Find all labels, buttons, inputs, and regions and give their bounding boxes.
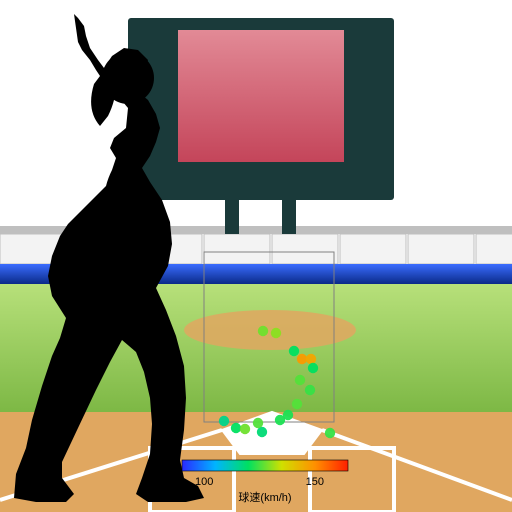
pitch-marker [257, 427, 267, 437]
pitch-marker [297, 354, 307, 364]
chart-svg: 100 150 球速(km/h) [0, 0, 512, 512]
pitch-marker [289, 346, 299, 356]
pitch-marker [306, 354, 316, 364]
pitch-marker [231, 423, 241, 433]
pitch-marker [258, 326, 268, 336]
scoreboard-screen [178, 30, 344, 162]
pitchers-mound [184, 310, 356, 350]
pitch-marker [325, 428, 335, 438]
scoreboard-post-right [282, 200, 296, 234]
pitch-marker [295, 375, 305, 385]
pitch-marker [271, 328, 281, 338]
pitch-marker [292, 399, 302, 409]
scoreboard-post-left [225, 200, 239, 234]
colorbar-tick: 150 [306, 476, 324, 488]
pitch-marker [305, 385, 315, 395]
pitch-marker [275, 415, 285, 425]
pitch-marker [240, 424, 250, 434]
pitch-marker [219, 416, 229, 426]
colorbar-tick: 100 [195, 476, 213, 488]
pitch-marker [308, 363, 318, 373]
colorbar-label: 球速(km/h) [238, 490, 291, 504]
pitch-marker [253, 418, 263, 428]
pitch-location-chart: 100 150 球速(km/h) [0, 0, 512, 512]
